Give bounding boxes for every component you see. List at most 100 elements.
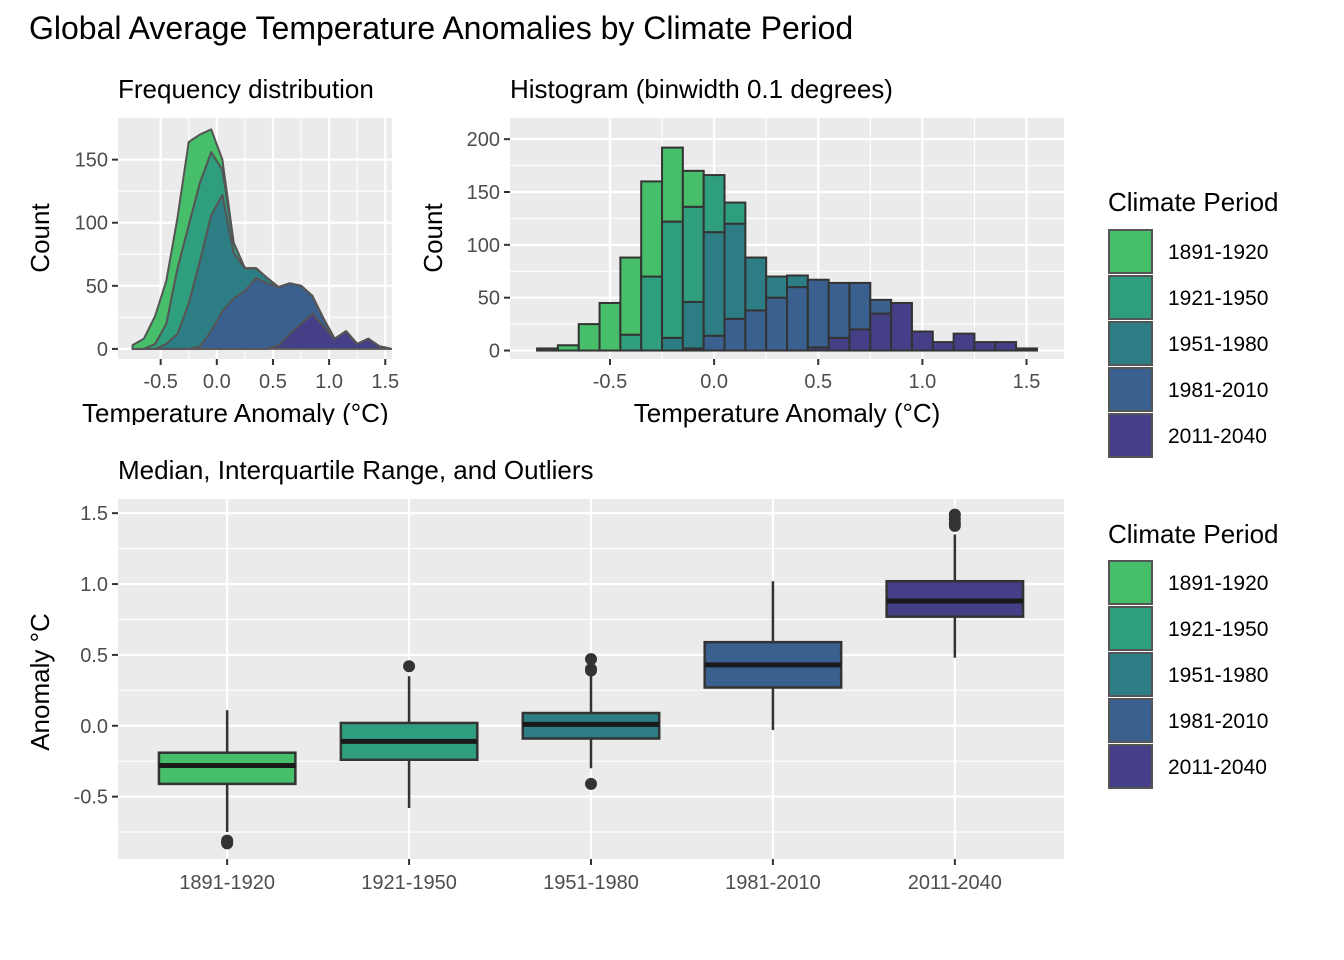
histogram-axes: 0 50 100 150 200 -0.5 0.0 0.5 1.0 1.5 — [467, 129, 1041, 393]
density-subtitle: Frequency distribution — [118, 74, 374, 104]
legend-label-1891-1920: 1891-1920 — [1168, 241, 1268, 264]
histogram-bar-2011-2040 — [952, 332, 976, 352]
histogram-x-tick-label: -0.5 — [593, 371, 627, 393]
boxplot-y-tick-label: 1.5 — [80, 503, 108, 525]
histogram-y-tick-label: 200 — [467, 129, 500, 151]
histogram-y-tick-label: 100 — [467, 235, 500, 257]
density-y-tick-label: 50 — [86, 276, 108, 298]
legend-swatch-1921-1950 — [1108, 606, 1153, 651]
histogram-bar-1981-2010 — [827, 281, 851, 339]
density-x-tick-label: 0.0 — [203, 371, 231, 393]
histogram-bar-2011-2040 — [848, 328, 872, 352]
histogram-bar-1981-2010 — [848, 281, 872, 331]
histogram-x-tick-label: 1.5 — [1013, 371, 1041, 393]
histogram-y-tick-label: 0 — [489, 341, 500, 363]
histogram-bar-1891-1920 — [640, 180, 664, 278]
histogram-bar-2011-2040 — [931, 341, 955, 352]
histogram-bar-1981-2010 — [765, 296, 788, 352]
legend-label-2011-2040: 2011-2040 — [1168, 425, 1267, 448]
legend-top: Climate Period 1891-1920 1921-1950 1951-19… — [1108, 187, 1279, 458]
histogram-x-tick-label: 1.0 — [908, 371, 936, 393]
density-y-tick-label: 0 — [97, 339, 108, 361]
boxplot-outlier-point — [585, 653, 597, 666]
histogram-bar-1951-1980 — [702, 231, 726, 337]
boxplot-y-tick-label: 0.0 — [80, 716, 108, 738]
legend-swatch-1891-1920 — [1108, 560, 1153, 605]
histogram-y-tick-label: 50 — [478, 288, 500, 310]
boxplot-outlier-point — [948, 519, 961, 532]
legend-swatch-1921-1950 — [1108, 275, 1153, 320]
legend-swatch-2011-2040 — [1108, 744, 1153, 789]
histogram-bar-1921-1950 — [681, 205, 705, 303]
density-y-tick-label: 150 — [75, 150, 108, 172]
figure-title: Global Average Temperature Anomalies by … — [29, 10, 853, 46]
histogram-x-tick-label: 0.5 — [804, 371, 832, 393]
boxplot-subtitle: Median, Interquartile Range, and Outlier… — [118, 455, 594, 485]
histogram-bar-1921-1950 — [702, 174, 726, 234]
histogram-bar-1891-1920 — [619, 256, 643, 336]
legend-label-2011-2040: 2011-2040 — [1168, 756, 1267, 779]
histogram-bar-1921-1950 — [640, 275, 664, 352]
legend-label-1921-1950: 1921-1950 — [1168, 287, 1268, 310]
histogram-bar-2011-2040 — [1015, 347, 1038, 352]
boxplot-axes: -0.5 0.0 0.5 1.0 1.5 1891-1920 1921-1950 1951-1… — [74, 503, 1002, 894]
density-y-tick-label: 100 — [75, 213, 108, 235]
boxplot-y-tick-label: -0.5 — [74, 787, 108, 809]
legend-label-1891-1920: 1891-1920 — [1168, 572, 1268, 595]
histogram-bars — [536, 146, 1038, 352]
boxplot-y-axis-title: Anomaly °C — [25, 613, 55, 751]
histogram-bar-1891-1920 — [577, 323, 601, 352]
histogram-bar-2011-2040 — [973, 341, 997, 352]
density-x-axis-title-clip: Temperature Anomaly (°C) — [82, 398, 389, 428]
histogram-x-axis-title: Temperature Anomaly (°C) — [634, 398, 941, 428]
histogram-bar-1891-1920 — [681, 169, 705, 208]
histogram-bar-1951-1980 — [723, 222, 747, 320]
histogram-x-tick-label: 0.0 — [700, 371, 728, 393]
density-axes: 0 50 100 150 -0.5 0.0 0.5 1.0 1.5 — [75, 150, 400, 393]
density-y-axis-title: Count — [25, 203, 55, 273]
density-x-tick-label: 0.5 — [259, 371, 287, 393]
histogram-bar-1951-1980 — [744, 256, 768, 312]
histogram-bar-1951-1980 — [765, 275, 788, 299]
histogram-bar-1891-1920 — [598, 301, 622, 352]
histogram-bar-1891-1920 — [536, 347, 559, 352]
histogram-bar-1951-1980 — [661, 336, 684, 352]
histogram-bar-1981-2010 — [723, 317, 747, 352]
density-area-1891-1920 — [131, 128, 392, 350]
legend-label-1951-1980: 1951-1980 — [1168, 664, 1268, 687]
legend-label-1921-1950: 1921-1950 — [1168, 618, 1268, 641]
boxplot-x-tick-label: 1981-2010 — [725, 872, 821, 894]
density-x-tick-label: 1.0 — [315, 371, 343, 393]
boxplot-box-1891-1920 — [157, 751, 297, 786]
legend-label-1981-2010: 1981-2010 — [1168, 710, 1268, 733]
boxplot-boxes — [157, 508, 1025, 850]
histogram-bar-2011-2040 — [910, 330, 934, 352]
density-x-tick-label: -0.5 — [143, 371, 177, 393]
boxplot-y-tick-label: 0.5 — [80, 645, 108, 667]
legend-bottom-title: Climate Period — [1108, 519, 1279, 549]
histogram-bar-1981-2010 — [702, 334, 726, 352]
histogram-bar-1951-1980 — [786, 274, 809, 289]
density-areas — [131, 128, 392, 350]
histogram-bar-1981-2010 — [806, 278, 830, 349]
histogram-bar-2011-2040 — [827, 336, 851, 352]
legend-label-1951-1980: 1951-1980 — [1168, 333, 1268, 356]
histogram-bar-2011-2040 — [869, 312, 893, 352]
legend-swatch-1891-1920 — [1108, 229, 1153, 274]
legend-top-title: Climate Period — [1108, 187, 1279, 217]
density-x-axis-title: Temperature Anomaly (°C) — [82, 398, 389, 428]
boxplot-outlier-point — [585, 777, 597, 790]
histogram-bar-1891-1920 — [661, 146, 684, 223]
histogram-bar-1891-1920 — [556, 344, 580, 352]
legend-swatch-1981-2010 — [1108, 698, 1153, 743]
histogram-subtitle: Histogram (binwidth 0.1 degrees) — [510, 74, 893, 104]
legend-swatch-1951-1980 — [1108, 321, 1153, 366]
boxplot-x-tick-label: 1891-1920 — [179, 872, 275, 894]
legend-bottom: Climate Period 1891-1920 1921-1950 1951-19… — [1108, 519, 1279, 789]
boxplot-x-tick-label: 1921-1950 — [361, 872, 457, 894]
histogram-bar-1921-1950 — [661, 220, 684, 339]
histogram-chart: Histogram (binwidth 0.1 degrees) 0 50 100 1… — [418, 74, 1064, 428]
histogram-bar-1981-2010 — [744, 309, 768, 352]
density-chart: Frequency distribution 0 50 100 150 -0.5 0.0 0… — [25, 74, 400, 428]
